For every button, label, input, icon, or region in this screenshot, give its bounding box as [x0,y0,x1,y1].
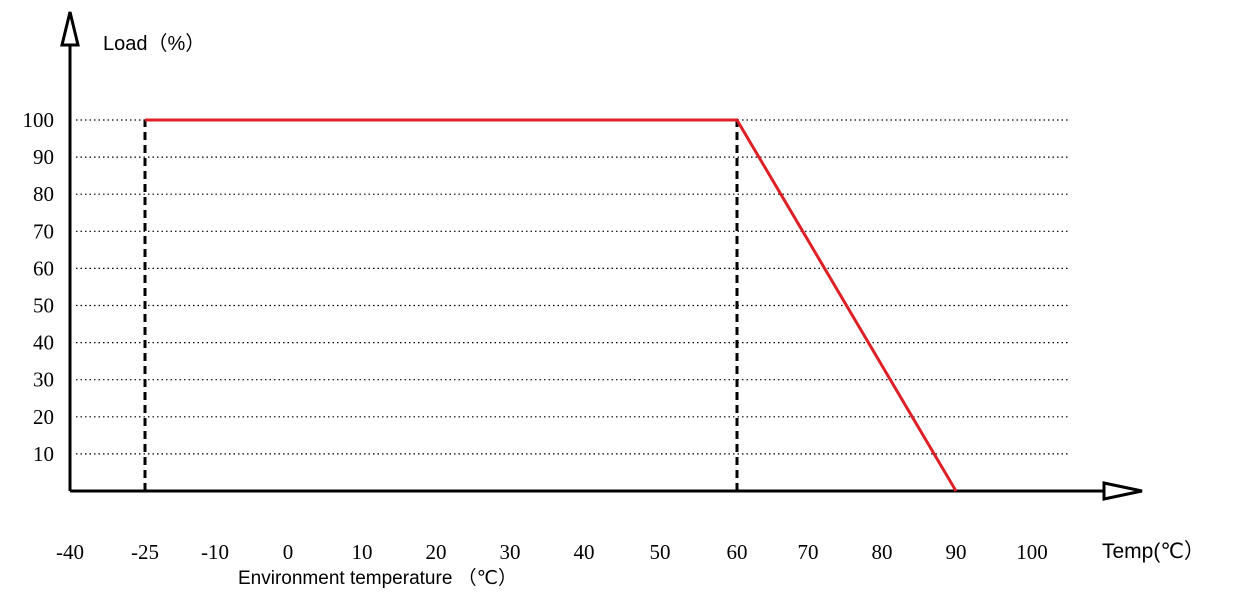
y-tick-labels: 100 90 80 70 60 50 40 30 20 10 [23,108,55,466]
y-tick-label: 40 [33,331,54,355]
y-tick-label: 100 [23,108,55,132]
y-tick-label: 10 [33,442,54,466]
y-tick-label: 50 [33,294,54,318]
reference-lines [143,120,739,491]
x-tick-label: 10 [352,540,373,564]
y-tick-label: 80 [33,182,54,206]
y-tick-label: 90 [33,145,54,169]
y-axis-arrow-icon [60,11,80,47]
y-tick-label: 20 [33,405,54,429]
series-group [145,118,958,492]
x-axis-label: Environment temperature （℃） [238,567,517,589]
x-tick-label: 30 [500,540,521,564]
x-tick-label: 90 [946,540,967,564]
y-tick-label: 30 [33,368,54,392]
x-tick-label: -10 [201,540,229,564]
x-tick-label: 50 [650,540,671,564]
axes [60,11,1143,501]
y-tick-label: 60 [33,256,54,280]
series-line [145,118,958,492]
x-tick-label: 0 [283,540,294,564]
x-axis-arrow-icon [1102,481,1143,501]
x-tick-label: 60 [727,540,748,564]
x-tick-label: -25 [131,540,159,564]
y-tick-label: 70 [33,219,54,243]
y-axis-label: Load（%） [103,32,205,55]
x-tick-label: 20 [426,540,447,564]
grid-lines [76,119,1070,455]
x-tick-label: 40 [574,540,595,564]
x-tick-labels: -40 -25 -10 0 10 20 30 40 50 60 70 80 90 100 [56,540,1048,564]
x-tick-label: -40 [56,540,84,564]
x-tick-label: 80 [872,540,893,564]
x-tick-label: 70 [798,540,819,564]
x-axis-end-label: Temp(℃） [1102,540,1205,563]
x-tick-label: 100 [1016,540,1048,564]
